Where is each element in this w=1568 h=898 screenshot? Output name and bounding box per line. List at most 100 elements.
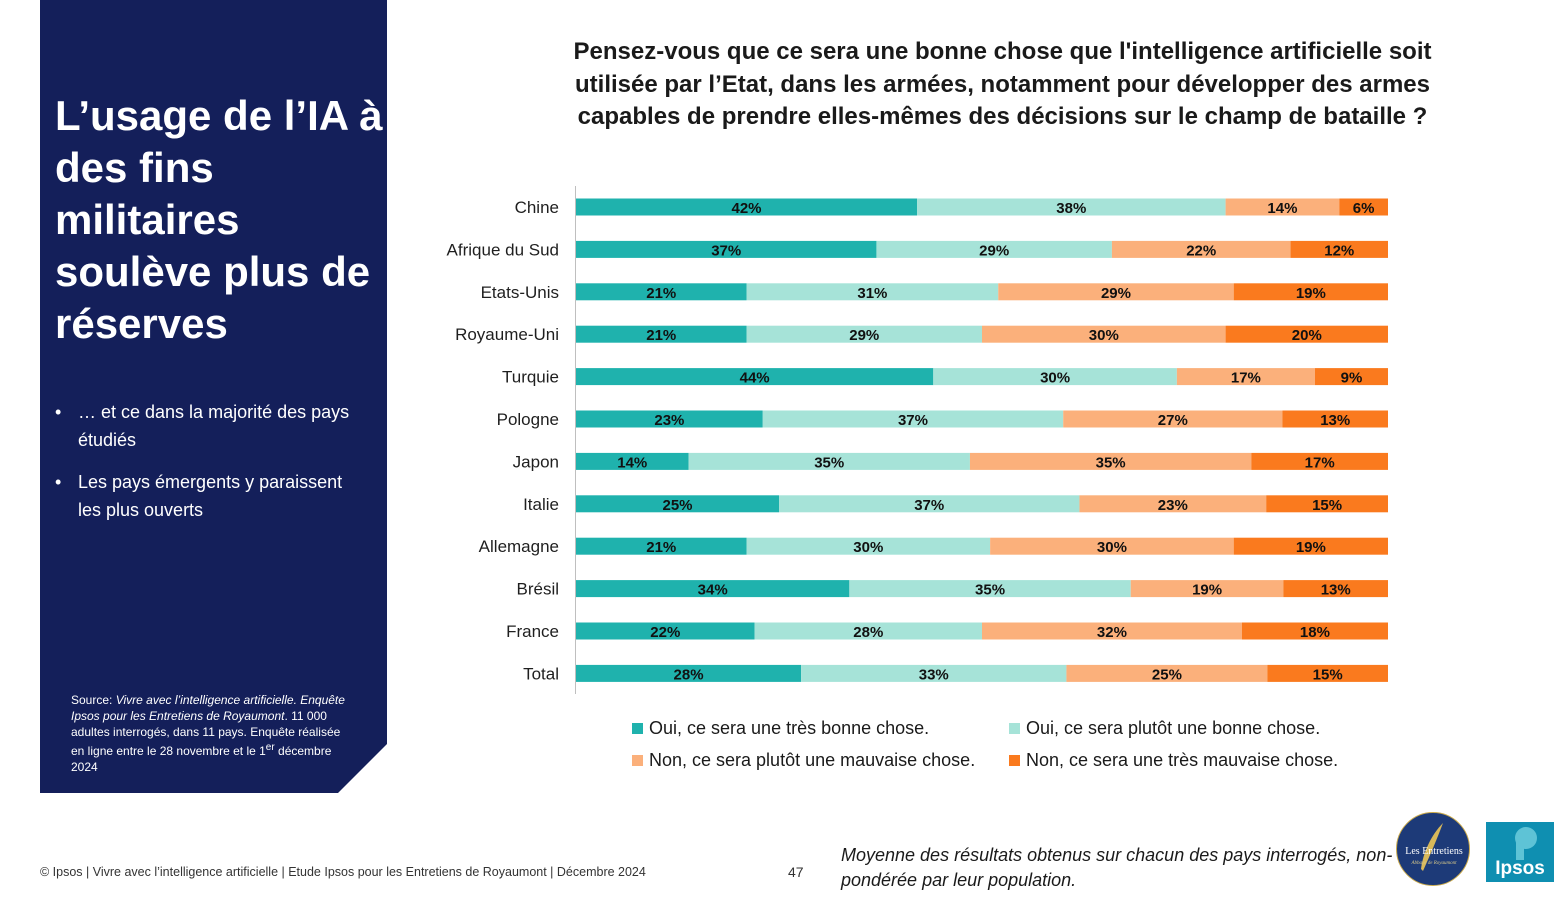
data-label: 21% <box>646 539 676 556</box>
legend-swatch-3 <box>1009 755 1020 766</box>
bar-segment-series-1 <box>917 198 1226 216</box>
bar-segment-series-0 <box>576 495 779 513</box>
data-label: 15% <box>1312 497 1342 514</box>
bar-segment-series-3 <box>1251 452 1388 470</box>
bar-segment-series-0 <box>576 622 755 640</box>
legend-label: Oui, ce sera une très bonne chose. <box>649 718 930 738</box>
bar-segment-series-3 <box>1266 495 1388 513</box>
data-label: 32% <box>1097 624 1127 641</box>
bar-segment-series-2 <box>1225 198 1340 216</box>
bar-segment-series-2 <box>1066 664 1268 682</box>
data-label: 17% <box>1231 370 1261 387</box>
bar-segment-series-2 <box>1130 580 1284 598</box>
data-label: 27% <box>1158 412 1188 429</box>
category-label: Afrique du Sud <box>447 240 559 259</box>
legend-swatch-0 <box>632 723 643 734</box>
data-label: 30% <box>1040 370 1070 387</box>
data-label: 13% <box>1320 412 1350 429</box>
bar-segment-series-2 <box>982 622 1242 640</box>
data-label: 22% <box>1186 242 1216 259</box>
category-label: Brésil <box>516 580 559 599</box>
data-label: 31% <box>857 285 887 302</box>
category-label: France <box>506 622 559 641</box>
data-label: 14% <box>617 454 647 471</box>
bar-segment-series-2 <box>969 452 1252 470</box>
bullet-text: Les pays émergents y paraissent les plus… <box>78 472 343 520</box>
data-label: 37% <box>914 497 944 514</box>
data-label: 23% <box>1158 497 1188 514</box>
category-label: Etats-Unis <box>481 283 559 302</box>
data-label: 29% <box>979 242 1009 259</box>
bar-segment-series-1 <box>746 537 991 555</box>
bullet-item: • Les pays émergents y paraissent les plu… <box>55 468 355 524</box>
data-label: 17% <box>1305 454 1335 471</box>
legend-label: Oui, ce sera plutôt une bonne chose. <box>1026 718 1321 738</box>
data-label: 9% <box>1341 370 1363 387</box>
data-label: 14% <box>1267 200 1297 217</box>
data-label: 19% <box>1296 539 1326 556</box>
footer-copyright: © Ipsos | Vivre avec l’intelligence arti… <box>40 865 646 879</box>
chart-legend: Oui, ce sera une très bonne chose. Oui, … <box>632 718 1392 771</box>
category-label: Chine <box>515 198 559 217</box>
bullet-item: • … et ce dans la majorité des pays étudi… <box>55 398 355 454</box>
source-date: décembre 2024 <box>71 744 332 774</box>
bar-segment-series-1 <box>688 452 970 470</box>
bar-segment-series-3 <box>1282 410 1388 428</box>
source-details: . 11 000 adultes interrogés, dans 11 pay… <box>71 709 341 758</box>
bar-segment-series-2 <box>1079 495 1267 513</box>
bar-segment-series-3 <box>1233 537 1388 555</box>
source-study-title: Vivre avec l’intelligence artificielle. … <box>71 693 345 723</box>
category-label: Total <box>523 664 559 683</box>
data-label: 35% <box>1096 454 1126 471</box>
quill-icon: Les Entretiens Abbaye de Royaumont <box>1405 823 1463 871</box>
data-label: 23% <box>654 412 684 429</box>
ipsos-logo-mark: Ipsos <box>1495 827 1545 879</box>
data-label: 35% <box>814 454 844 471</box>
bar-segment-series-0 <box>576 368 934 386</box>
bar-segment-series-1 <box>849 580 1131 598</box>
data-label: 25% <box>1152 666 1182 683</box>
legend-label: Non, ce sera une très mauvaise chose. <box>1026 750 1339 770</box>
bullet-dot: • <box>55 472 62 492</box>
bar-segment-series-0 <box>576 198 918 216</box>
legend-label: Non, ce sera plutôt une mauvaise chose. <box>649 750 976 770</box>
data-label: 6% <box>1353 200 1375 217</box>
bar-segment-series-0 <box>576 537 747 555</box>
data-label: 37% <box>898 412 928 429</box>
bar-segment-series-3 <box>1339 198 1388 216</box>
bar-segment-series-2 <box>998 283 1234 301</box>
data-label: 37% <box>711 242 741 259</box>
data-label: 15% <box>1313 666 1343 683</box>
source-prefix: Source: <box>71 693 116 707</box>
data-label: 38% <box>1056 200 1086 217</box>
ipsos-logo: Ipsos <box>1486 822 1554 882</box>
data-label: 28% <box>853 624 883 641</box>
bar-segment-series-3 <box>1267 664 1388 682</box>
data-label: 19% <box>1192 582 1222 599</box>
entretiens-logo-subtext: Abbaye de Royaumont <box>1411 861 1458 866</box>
bar-segment-series-2 <box>982 325 1226 343</box>
category-label: Japon <box>513 452 559 471</box>
data-label: 29% <box>1101 285 1131 302</box>
bar-segment-series-3 <box>1233 283 1388 301</box>
data-label: 42% <box>732 200 762 217</box>
bar-segment-series-1 <box>762 410 1064 428</box>
category-label: Pologne <box>497 410 559 429</box>
data-label: 34% <box>698 582 728 599</box>
bar-segment-series-3 <box>1241 622 1388 640</box>
legend-swatch-1 <box>1009 723 1020 734</box>
data-label: 30% <box>1097 539 1127 556</box>
bar-segment-series-2 <box>1063 410 1283 428</box>
ipsos-logo-text: Ipsos <box>1495 858 1545 879</box>
page-number: 47 <box>788 864 804 880</box>
category-label: Royaume-Uni <box>455 325 559 344</box>
legend-item: Non, ce sera une très mauvaise chose. <box>1009 750 1389 771</box>
bar-segment-series-1 <box>754 622 982 640</box>
data-label: 28% <box>674 666 704 683</box>
data-label: 20% <box>1292 327 1322 344</box>
bar-segment-series-2 <box>1111 240 1291 258</box>
data-label: 13% <box>1321 582 1351 599</box>
source-superscript: er <box>265 742 275 753</box>
data-label: 18% <box>1300 624 1330 641</box>
